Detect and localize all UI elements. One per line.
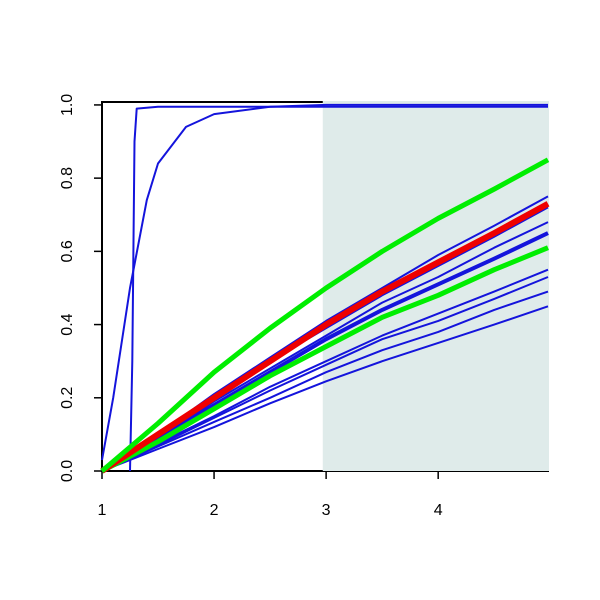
- x-tick-label: 3: [322, 502, 331, 519]
- data-line: [101, 276, 549, 472]
- x-tick-label: 1: [98, 502, 107, 519]
- y-tick-label: 1.0: [59, 94, 76, 116]
- data-line: [100, 157, 550, 473]
- y-tick-label: 0.0: [59, 460, 76, 482]
- data-line: [101, 290, 549, 472]
- y-tick-label: 0.4: [59, 313, 76, 335]
- data-line: [100, 245, 549, 474]
- y-tick-label: 0.6: [59, 240, 76, 262]
- data-line: [129, 105, 548, 472]
- x-tick-label: 4: [434, 502, 443, 519]
- data-line: [101, 103, 548, 461]
- data-line: [101, 268, 549, 472]
- y-tick-label: 0.8: [59, 167, 76, 189]
- data-line: [101, 305, 549, 472]
- x-tick-label: 2: [210, 502, 219, 519]
- y-tick-label: 0.2: [59, 387, 76, 409]
- data-line: [100, 201, 550, 474]
- data-line: [100, 231, 549, 473]
